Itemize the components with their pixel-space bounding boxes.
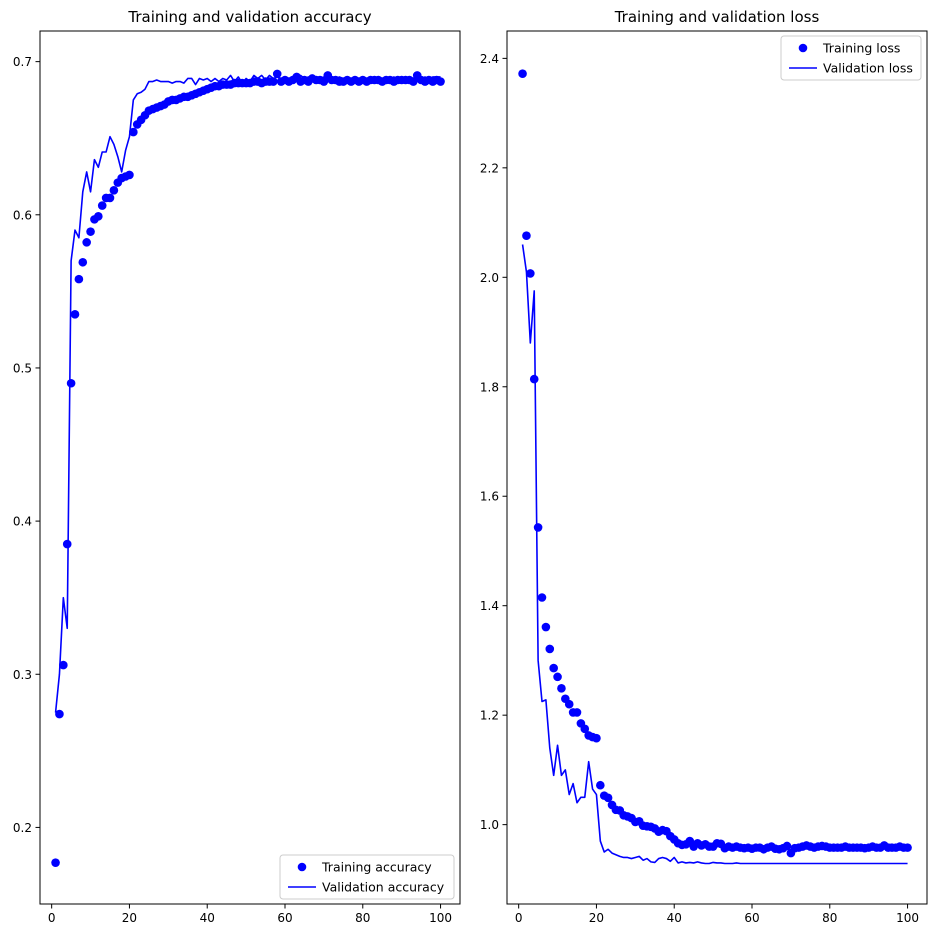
data-point: [580, 724, 590, 734]
legend-label: Training accuracy: [321, 860, 432, 875]
legend: Training loss Validation loss: [780, 35, 922, 81]
data-point: [537, 593, 547, 602]
data-point: [603, 793, 613, 803]
data-point: [529, 374, 539, 384]
data-point: [74, 274, 84, 284]
series-line: [521, 244, 908, 865]
x-tick-label: 40: [200, 911, 215, 925]
data-point: [94, 212, 103, 221]
chart-title: Training and validation loss: [614, 8, 820, 26]
data-point: [82, 238, 91, 247]
data-point: [62, 539, 72, 549]
legend-box: [780, 35, 922, 81]
data-point: [782, 841, 792, 851]
data-point: [319, 77, 329, 86]
data-point: [129, 127, 138, 137]
x-tick-label: 100: [429, 911, 452, 925]
data-point: [70, 310, 80, 319]
data-point: [59, 660, 68, 670]
data-point: [526, 269, 535, 278]
x-tick-label: 20: [122, 911, 137, 925]
legend: Training accuracy Validation accuracy: [279, 854, 455, 900]
data-point: [518, 69, 527, 78]
data-point: [557, 684, 566, 693]
data-point: [105, 193, 115, 203]
series-validation-loss: [521, 244, 908, 865]
data-point: [272, 69, 282, 79]
y-tick-label: 1.8: [480, 380, 499, 394]
data-point: [97, 201, 107, 210]
y-tick-label: 2.4: [480, 52, 499, 66]
x-tick-label: 0: [48, 911, 56, 925]
series-training-accuracy: [51, 69, 445, 867]
x-tick-label: 0: [515, 911, 523, 925]
y-tick-label: 1.6: [480, 490, 499, 504]
chart-1: Training and validation accuracy 0 20 40 60 8…: [13, 8, 461, 925]
data-point: [436, 77, 445, 86]
data-point: [51, 858, 60, 867]
x-tick-label: 80: [355, 911, 370, 925]
data-point: [549, 663, 558, 673]
x-tick-label: 60: [277, 911, 292, 925]
chart-title: Training and validation accuracy: [127, 8, 371, 26]
legend-label: Validation accuracy: [322, 880, 445, 895]
series-validation-accuracy: [54, 74, 441, 713]
series-training-loss: [518, 69, 912, 858]
y-tick-label: 2.0: [480, 271, 499, 285]
data-point: [522, 231, 531, 240]
legend-box: [279, 854, 455, 900]
data-point: [596, 780, 605, 790]
y-tick-label: 2.2: [480, 161, 499, 175]
data-point: [125, 170, 134, 180]
y-tick-label: 1.2: [480, 709, 499, 723]
x-tick-label: 20: [589, 911, 604, 925]
data-point: [109, 185, 119, 195]
y-tick-label: 0.6: [13, 208, 32, 222]
y-tick-label: 0.7: [13, 55, 32, 69]
data-point: [541, 622, 551, 632]
x-tick-label: 80: [822, 911, 837, 925]
data-point: [903, 843, 912, 852]
data-point: [55, 709, 64, 719]
y-tick-label: 1.0: [480, 818, 499, 832]
y-tick-label: 0.5: [13, 361, 32, 375]
x-tick-label: 100: [896, 911, 919, 925]
x-tick-label: 60: [744, 911, 759, 925]
y-tick-label: 0.3: [13, 668, 32, 682]
chart-2: Training and validation loss 0 20 40 60 80 100…: [480, 8, 928, 925]
data-point: [66, 378, 76, 388]
y-tick-label: 0.4: [13, 515, 32, 529]
data-point: [86, 227, 95, 236]
data-point: [592, 733, 601, 743]
legend-dot-swatch: [297, 862, 307, 872]
data-point: [564, 699, 574, 709]
data-point: [533, 523, 543, 532]
legend-dot-swatch: [798, 43, 808, 53]
data-point: [78, 257, 88, 267]
legend-label: Validation loss: [823, 61, 913, 76]
plot-frame: [39, 30, 461, 905]
plot-frame: [506, 30, 928, 905]
data-point: [409, 77, 418, 86]
data-point: [572, 708, 582, 717]
data-point: [545, 644, 555, 654]
y-tick-label: 1.4: [480, 599, 499, 613]
data-point: [269, 77, 278, 86]
y-tick-label: 0.2: [13, 821, 32, 835]
x-tick-label: 40: [667, 911, 682, 925]
data-point: [553, 672, 562, 682]
series-line: [54, 74, 441, 713]
legend-label: Training loss: [822, 41, 900, 56]
